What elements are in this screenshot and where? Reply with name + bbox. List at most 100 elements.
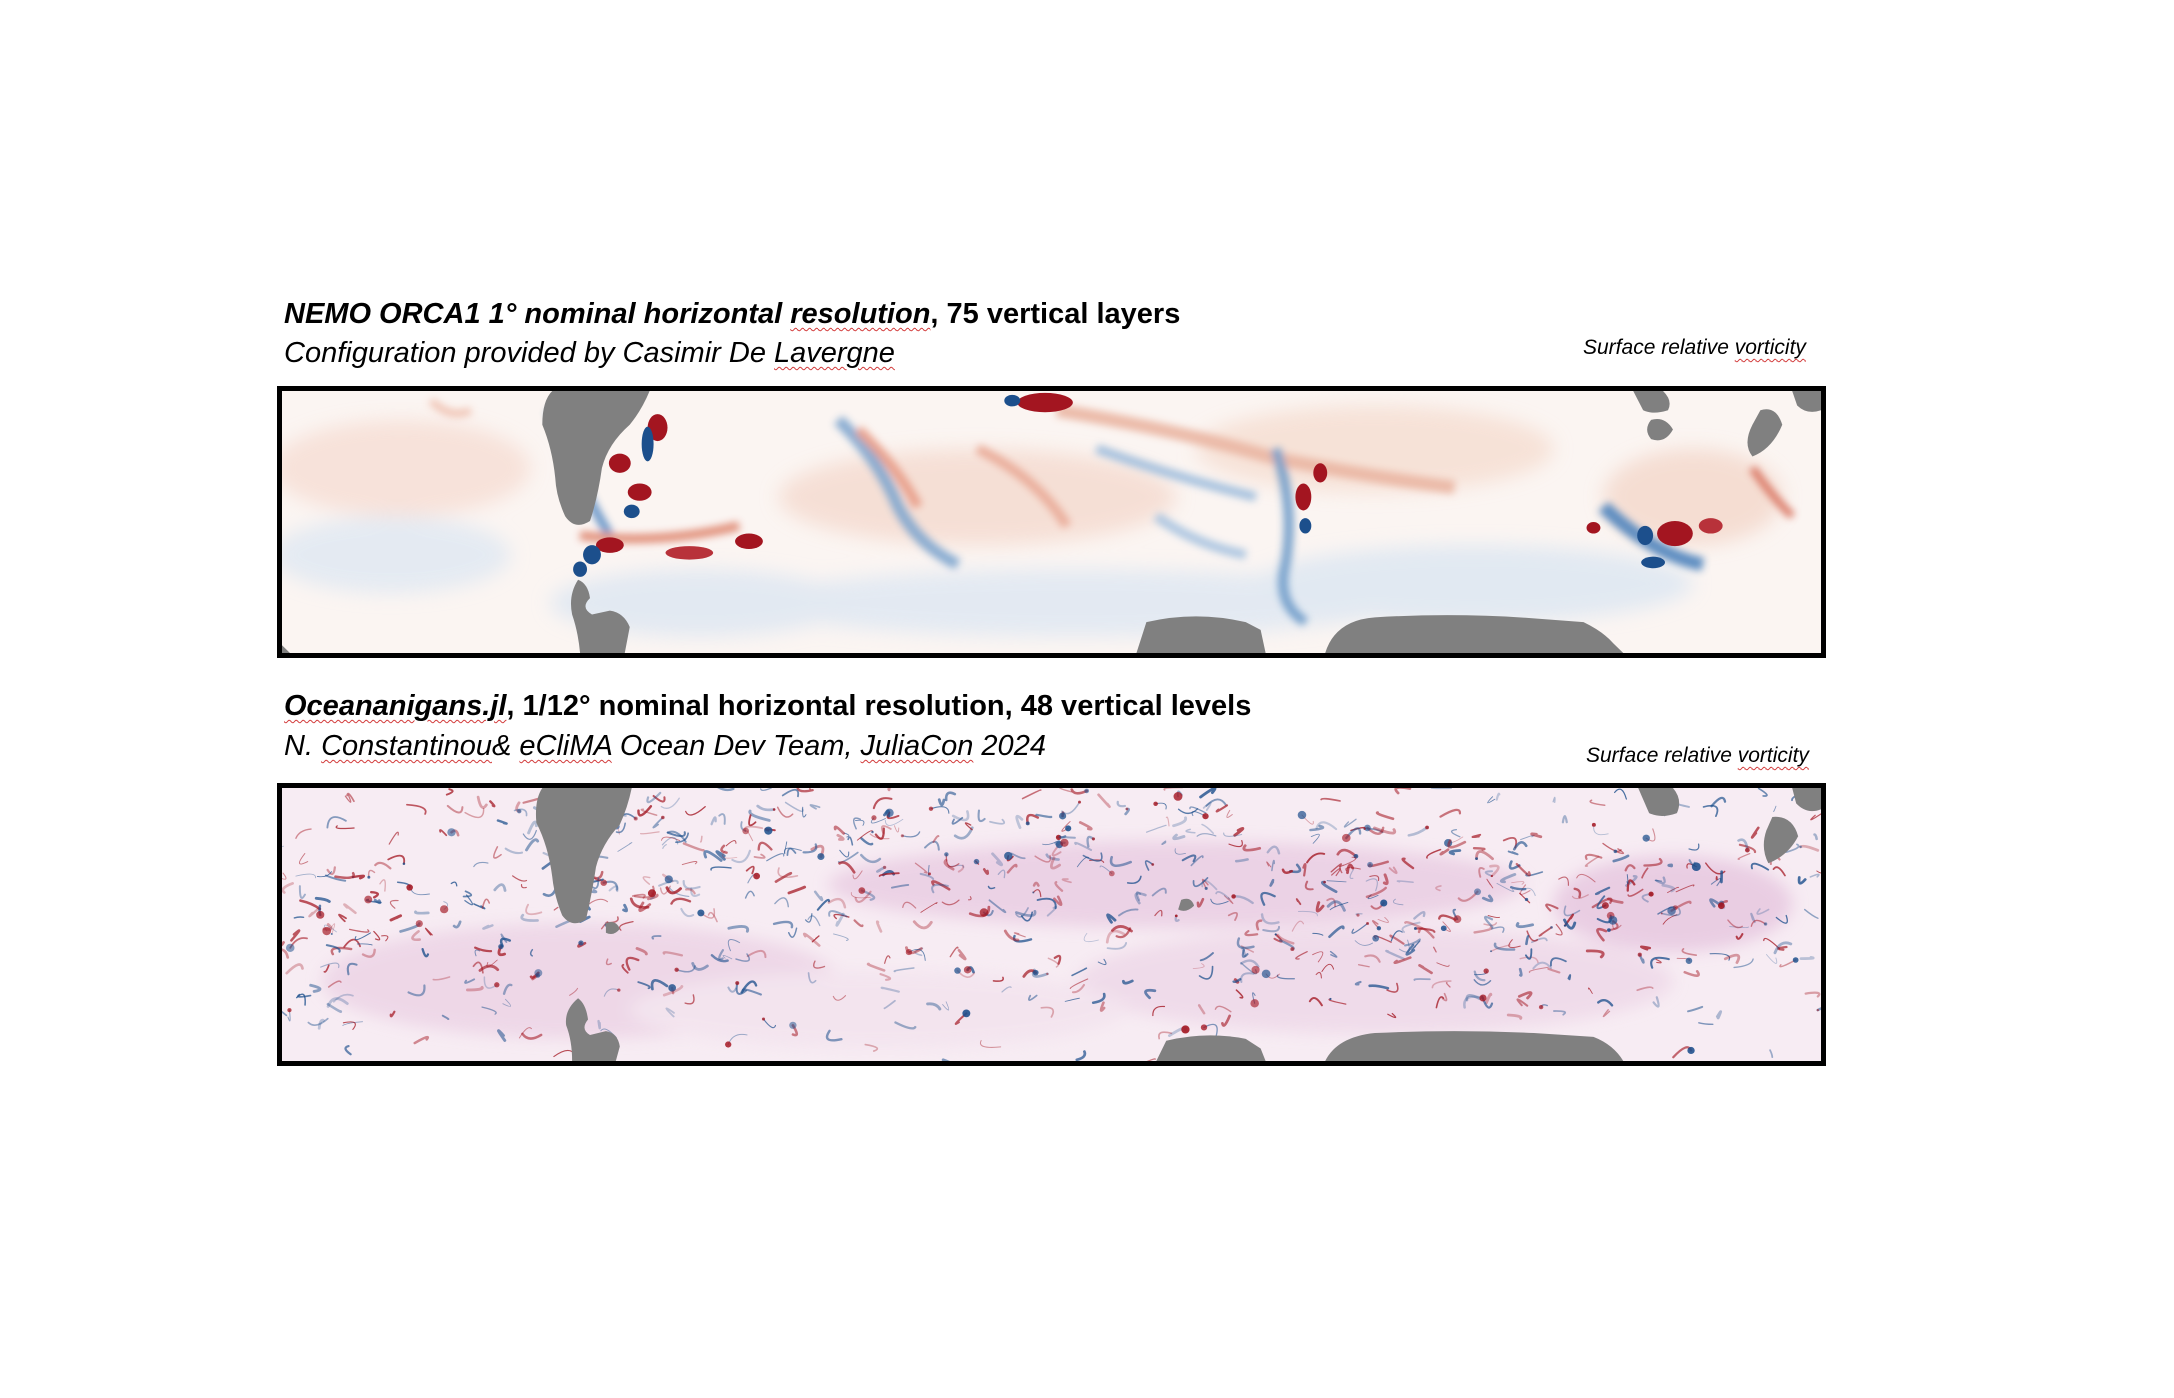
- eddy-filament: [1013, 932, 1026, 938]
- panel1-subtitle: Configuration provided by Casimir De Lav…: [284, 335, 895, 371]
- nemo-vorticity-field: [282, 391, 1821, 653]
- eddy-filament: [1368, 984, 1390, 990]
- eddy-filament: [1589, 799, 1606, 807]
- eddy-filament: [1192, 877, 1209, 888]
- eddy-filament: [756, 804, 776, 812]
- eddy-filament: [774, 897, 790, 908]
- eddy-filament: [1122, 979, 1134, 985]
- eddy-core: [1046, 972, 1049, 976]
- eddy-filament: [1382, 873, 1389, 886]
- eddy-filament: [1576, 873, 1596, 883]
- eddy-filament: [1309, 824, 1325, 832]
- eddy-filament: [1483, 922, 1498, 927]
- eddy-filament: [1276, 974, 1295, 980]
- eddy-filament: [525, 903, 543, 916]
- eddy-filament: [1343, 818, 1357, 828]
- eddy-filament: [1655, 958, 1662, 964]
- eddy-filament: [1064, 997, 1080, 1002]
- eddy-filament: [760, 788, 772, 791]
- eddy-filament: [1655, 876, 1666, 885]
- eddy-filament: [1326, 880, 1347, 883]
- eddy-filament: [1584, 853, 1603, 860]
- eddy-filament: [1281, 868, 1294, 874]
- eddy-filament: [850, 892, 871, 899]
- eddy-filament: [847, 836, 854, 846]
- eddy-filament: [1116, 800, 1127, 808]
- eddy-core: [753, 872, 760, 880]
- eddy-filament: [482, 924, 494, 930]
- eddy-filament: [529, 948, 534, 957]
- eddy-filament: [1202, 801, 1212, 811]
- eddy-filament: [766, 853, 785, 862]
- eddy-filament: [715, 850, 726, 861]
- eddy-filament: [1517, 991, 1533, 1000]
- eddy-core: [322, 926, 332, 936]
- eddy-filament: [1413, 911, 1426, 920]
- eddy-filament: [860, 837, 874, 846]
- eddy-filament: [1071, 983, 1086, 994]
- eddy-filament: [828, 910, 848, 918]
- eddy-filament: [1593, 824, 1609, 836]
- eddy-filament: [1506, 1013, 1523, 1020]
- eddy-filament: [722, 850, 738, 859]
- eddy-filament: [1364, 954, 1381, 963]
- eddy-filament: [902, 901, 917, 909]
- eddy-filament: [1727, 919, 1743, 929]
- eddy-filament: [295, 993, 306, 1006]
- eddy-filament: [285, 963, 304, 975]
- eddy-filament: [1451, 829, 1461, 838]
- eddy-filament: [474, 949, 481, 957]
- eddy-core: [1065, 825, 1072, 832]
- eddy-filament: [1485, 992, 1493, 1005]
- eddy-core: [1329, 997, 1332, 1001]
- eddy-filament: [1075, 1050, 1087, 1061]
- eddy-filament: [1545, 903, 1559, 912]
- eddy-filament: [1003, 929, 1020, 942]
- eddy-filament: [1223, 895, 1234, 905]
- eddy-core: [1060, 838, 1069, 847]
- eddy-filament: [727, 939, 741, 952]
- eddy-filament: [1365, 878, 1378, 892]
- eddy-filament: [666, 830, 687, 843]
- eddy-core: [1550, 926, 1553, 929]
- eddy-core: [600, 879, 607, 886]
- eddy-filament: [1172, 833, 1186, 841]
- eddy-core: [905, 949, 913, 956]
- eddy-filament: [684, 994, 695, 1005]
- eddy-filament: [874, 827, 885, 840]
- eddy-filament: [1010, 852, 1026, 860]
- eddy-filament: [1660, 907, 1681, 917]
- eddy-core: [285, 943, 295, 952]
- eddy-filament: [1071, 967, 1088, 977]
- eddy-filament: [512, 875, 528, 882]
- eddy-filament: [1199, 952, 1214, 962]
- panel2-subtitle-part4: eCliMA: [519, 730, 612, 762]
- eddy-filament: [932, 835, 940, 843]
- panel2-title: Oceananigans.jl, 1/12° nominal horizonta…: [284, 688, 1251, 724]
- eddy-filament: [879, 973, 892, 981]
- eddy-filament: [1737, 852, 1751, 860]
- eddy-filament: [407, 984, 426, 997]
- eddy-filament: [735, 953, 750, 962]
- eddy-filament: [1339, 864, 1344, 874]
- eddy-filament: [914, 862, 928, 874]
- eddy-filament: [1371, 920, 1380, 929]
- eddy-filament: [718, 813, 726, 825]
- eddy-filament: [1763, 937, 1781, 950]
- eddy-filament: [1214, 1005, 1232, 1013]
- eddy-filament: [553, 906, 559, 911]
- eddy-filament: [1552, 796, 1556, 804]
- eddy-filament: [854, 890, 872, 903]
- eddy-filament: [1487, 915, 1500, 919]
- eddy-filament: [802, 932, 821, 947]
- eddy-filament: [389, 914, 403, 922]
- eddy-filament: [1215, 804, 1229, 813]
- eddy-filament: [1336, 848, 1358, 858]
- eddy-filament: [518, 1027, 532, 1039]
- eddy-filament: [299, 853, 309, 865]
- eddy-filament: [661, 836, 681, 842]
- eddy-filament: [1354, 940, 1374, 946]
- eddy-filament: [1223, 832, 1243, 837]
- eddy-filament: [685, 888, 696, 895]
- eddy-filament: [1228, 839, 1243, 848]
